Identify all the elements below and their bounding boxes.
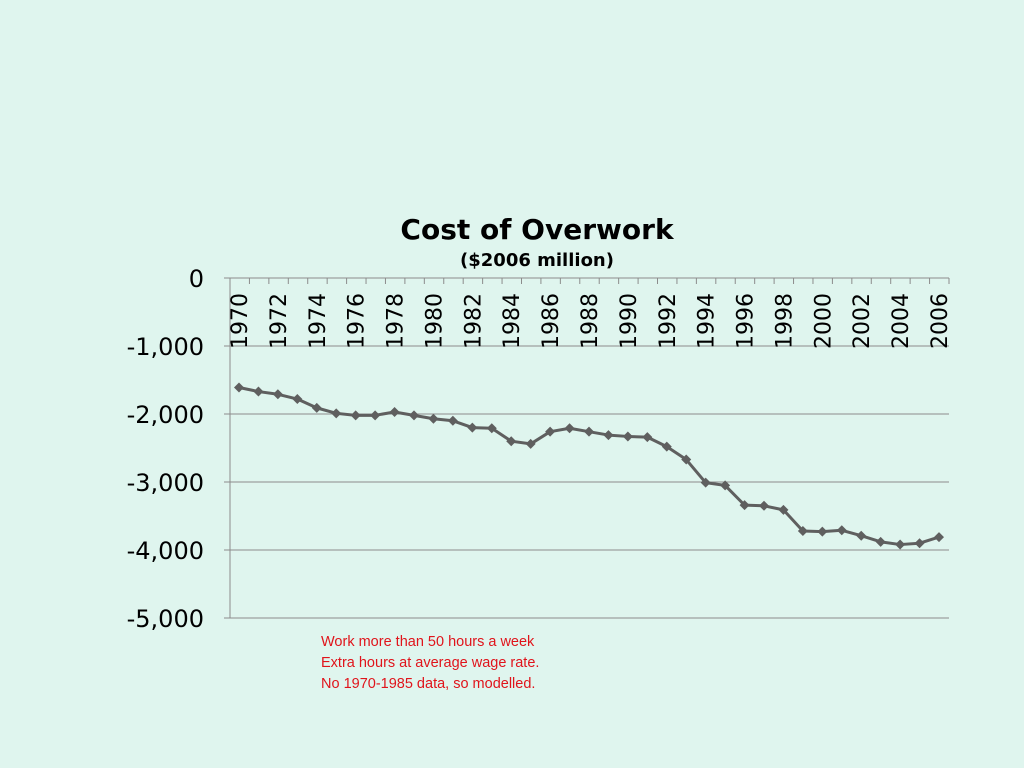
data-point [447, 415, 458, 426]
series-line [238, 386, 940, 547]
data-point [486, 423, 497, 434]
data-point [564, 423, 575, 434]
chart-title: Cost of Overwork [400, 213, 675, 246]
x-tick-label: 2002 [850, 293, 875, 349]
x-tick-label: 1994 [695, 293, 720, 349]
x-tick-label: 1984 [500, 293, 525, 349]
x-axis-tick-labels: 1970 1972 1974 1976 1978 1980 1982 1984 1986 1988… [228, 293, 953, 349]
data-point [856, 530, 867, 541]
data-point [681, 454, 692, 465]
data-point [234, 382, 244, 393]
x-tick-label: 1988 [578, 293, 603, 349]
data-point [700, 477, 711, 488]
data-point [292, 394, 303, 405]
data-series [234, 382, 944, 550]
data-point [759, 500, 769, 511]
data-point [778, 504, 789, 515]
data-point [506, 436, 517, 447]
x-tick-label: 1990 [617, 293, 642, 349]
data-point [720, 480, 731, 491]
data-point [350, 410, 361, 421]
data-point [331, 408, 342, 419]
data-point [253, 386, 264, 397]
x-tick-label: 1976 [345, 293, 370, 349]
y-tick-label: -4,000 [127, 537, 204, 565]
y-tick-label: -3,000 [127, 469, 204, 497]
data-point [875, 536, 886, 547]
data-point [797, 525, 808, 536]
data-point [817, 526, 828, 537]
data-point [389, 406, 400, 417]
data-point [428, 413, 439, 424]
data-point [467, 422, 478, 433]
x-tick-label: 1996 [734, 293, 759, 349]
data-point [642, 432, 653, 443]
x-tick-label: 1986 [539, 293, 564, 349]
data-point [934, 532, 944, 543]
data-point [272, 389, 283, 400]
data-point [311, 402, 322, 413]
chart-notes: Work more than 50 hours a week Extra hou… [321, 632, 539, 695]
x-tick-label: 2006 [928, 293, 953, 349]
note-line: Work more than 50 hours a week [321, 634, 535, 650]
data-point [622, 431, 633, 442]
data-point [409, 410, 419, 421]
x-tick-label: 1970 [228, 293, 253, 349]
data-point [525, 438, 536, 449]
x-tick-label: 2004 [889, 293, 914, 349]
data-point [914, 538, 925, 549]
y-axis-tick-labels: 0 -1,000 -2,000 -3,000 -4,000 -5,000 [127, 265, 204, 633]
x-tick-label: 1980 [422, 293, 447, 349]
x-tick-label: 2000 [811, 293, 836, 349]
data-point [836, 525, 847, 536]
data-point [739, 500, 750, 511]
y-tick-label: -1,000 [127, 333, 204, 361]
y-tick-label: -5,000 [127, 605, 204, 633]
y-tick-label: -2,000 [127, 401, 204, 429]
data-point [661, 441, 672, 452]
gridlines [230, 345, 949, 619]
x-tick-label: 1978 [384, 293, 409, 349]
data-point [584, 426, 594, 437]
axes [224, 277, 950, 619]
x-tick-label: 1992 [656, 293, 681, 349]
data-point [370, 410, 381, 421]
x-tick-label: 1982 [461, 293, 486, 349]
x-tick-label: 1998 [772, 293, 797, 349]
y-tick-label: 0 [189, 265, 204, 293]
data-point [603, 430, 614, 441]
note-line: Extra hours at average wage rate. [321, 655, 540, 671]
x-tick-label: 1972 [267, 293, 292, 349]
note-line: No 1970-1985 data, so modelled. [321, 676, 536, 692]
data-point [895, 539, 906, 550]
x-tick-label: 1974 [306, 293, 331, 349]
data-point [545, 426, 556, 437]
chart-subtitle: ($2006 million) [460, 250, 614, 271]
